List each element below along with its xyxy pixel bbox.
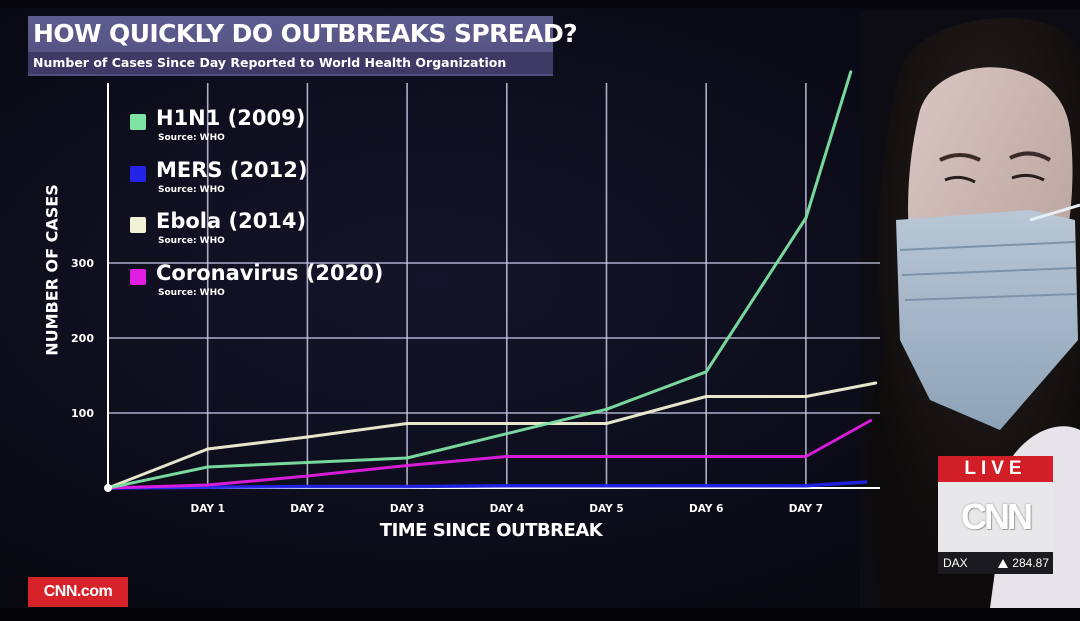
legend-source-coronavirus: Source: WHO [158,288,225,298]
cnn-logo: CNN [961,496,1033,537]
cnn-com-logo: CNN.com [28,577,128,607]
legend-label-ebola: Ebola (2014) [156,209,307,233]
x-tick-label-4: DAY 4 [490,503,524,515]
series-line-coronavirus [106,419,873,490]
legend-source-mers: Source: WHO [158,185,225,195]
legend-swatch-mers [130,166,146,182]
x-tick-label-5: DAY 5 [589,503,623,515]
live-label: LIVE [938,456,1053,482]
legend-swatch-h1n1 [130,114,146,130]
legend-item-ebola: Ebola (2014) Source: WHO [130,209,430,263]
ticker-value: 284.87 [1012,556,1049,570]
legend-item-coronavirus: Coronavirus (2020) Source: WHO [130,261,430,315]
ticker-symbol: DAX [943,556,968,570]
legend-source-h1n1: Source: WHO [158,133,225,143]
cnn-live-bug: LIVE CNN DAX 284.87 [938,456,1053,574]
cnn-logo-box: CNN [938,482,1053,552]
legend-swatch-coronavirus [130,269,146,285]
x-tick-label-2: DAY 2 [290,503,324,515]
legend-label-h1n1: H1N1 (2009) [156,106,306,130]
tv-bezel-top [0,0,1080,8]
x-axis-title: TIME SINCE OUTBREAK [379,520,603,541]
legend-swatch-ebola [130,217,146,233]
series-line-mers [106,480,868,490]
chart-ticks: DAY 1 DAY 2 DAY 3 DAY 4 DAY 5 DAY 6 DAY 7 100 20… [71,257,823,515]
chart-grid [107,83,880,489]
y-tick-label-100: 100 [71,407,94,420]
x-tick-label-3: DAY 3 [390,503,424,515]
x-tick-label-6: DAY 6 [689,503,723,515]
chart-title-box: HOW QUICKLY DO OUTBREAKS SPREAD? Number … [28,16,578,76]
up-triangle-icon [998,559,1009,568]
stock-ticker: DAX 284.87 [938,552,1053,574]
series-line-h1n1 [106,70,853,490]
origin-point [104,484,112,492]
chart-title: HOW QUICKLY DO OUTBREAKS SPREAD? [33,19,578,48]
legend-item-mers: MERS (2012) Source: WHO [130,158,430,212]
series-line-ebola [106,381,878,490]
x-tick-label-7: DAY 7 [789,503,823,515]
legend-item-h1n1: H1N1 (2009) Source: WHO [130,106,430,160]
chart-subtitle: Number of Cases Since Day Reported to Wo… [33,55,507,70]
y-tick-label-300: 300 [71,257,94,270]
ticker-value-wrap: 284.87 [998,552,1049,574]
tv-bezel-bottom [0,608,1080,621]
chart-subtitle-bar: Number of Cases Since Day Reported to Wo… [28,52,553,74]
legend-label-coronavirus: Coronavirus (2020) [156,261,384,285]
x-tick-label-1: DAY 1 [190,503,224,515]
legend-label-mers: MERS (2012) [156,158,308,182]
y-tick-label-200: 200 [71,332,94,345]
chart-series [104,70,878,492]
legend-source-ebola: Source: WHO [158,236,225,246]
y-axis-title: NUMBER OF CASES [42,184,62,356]
